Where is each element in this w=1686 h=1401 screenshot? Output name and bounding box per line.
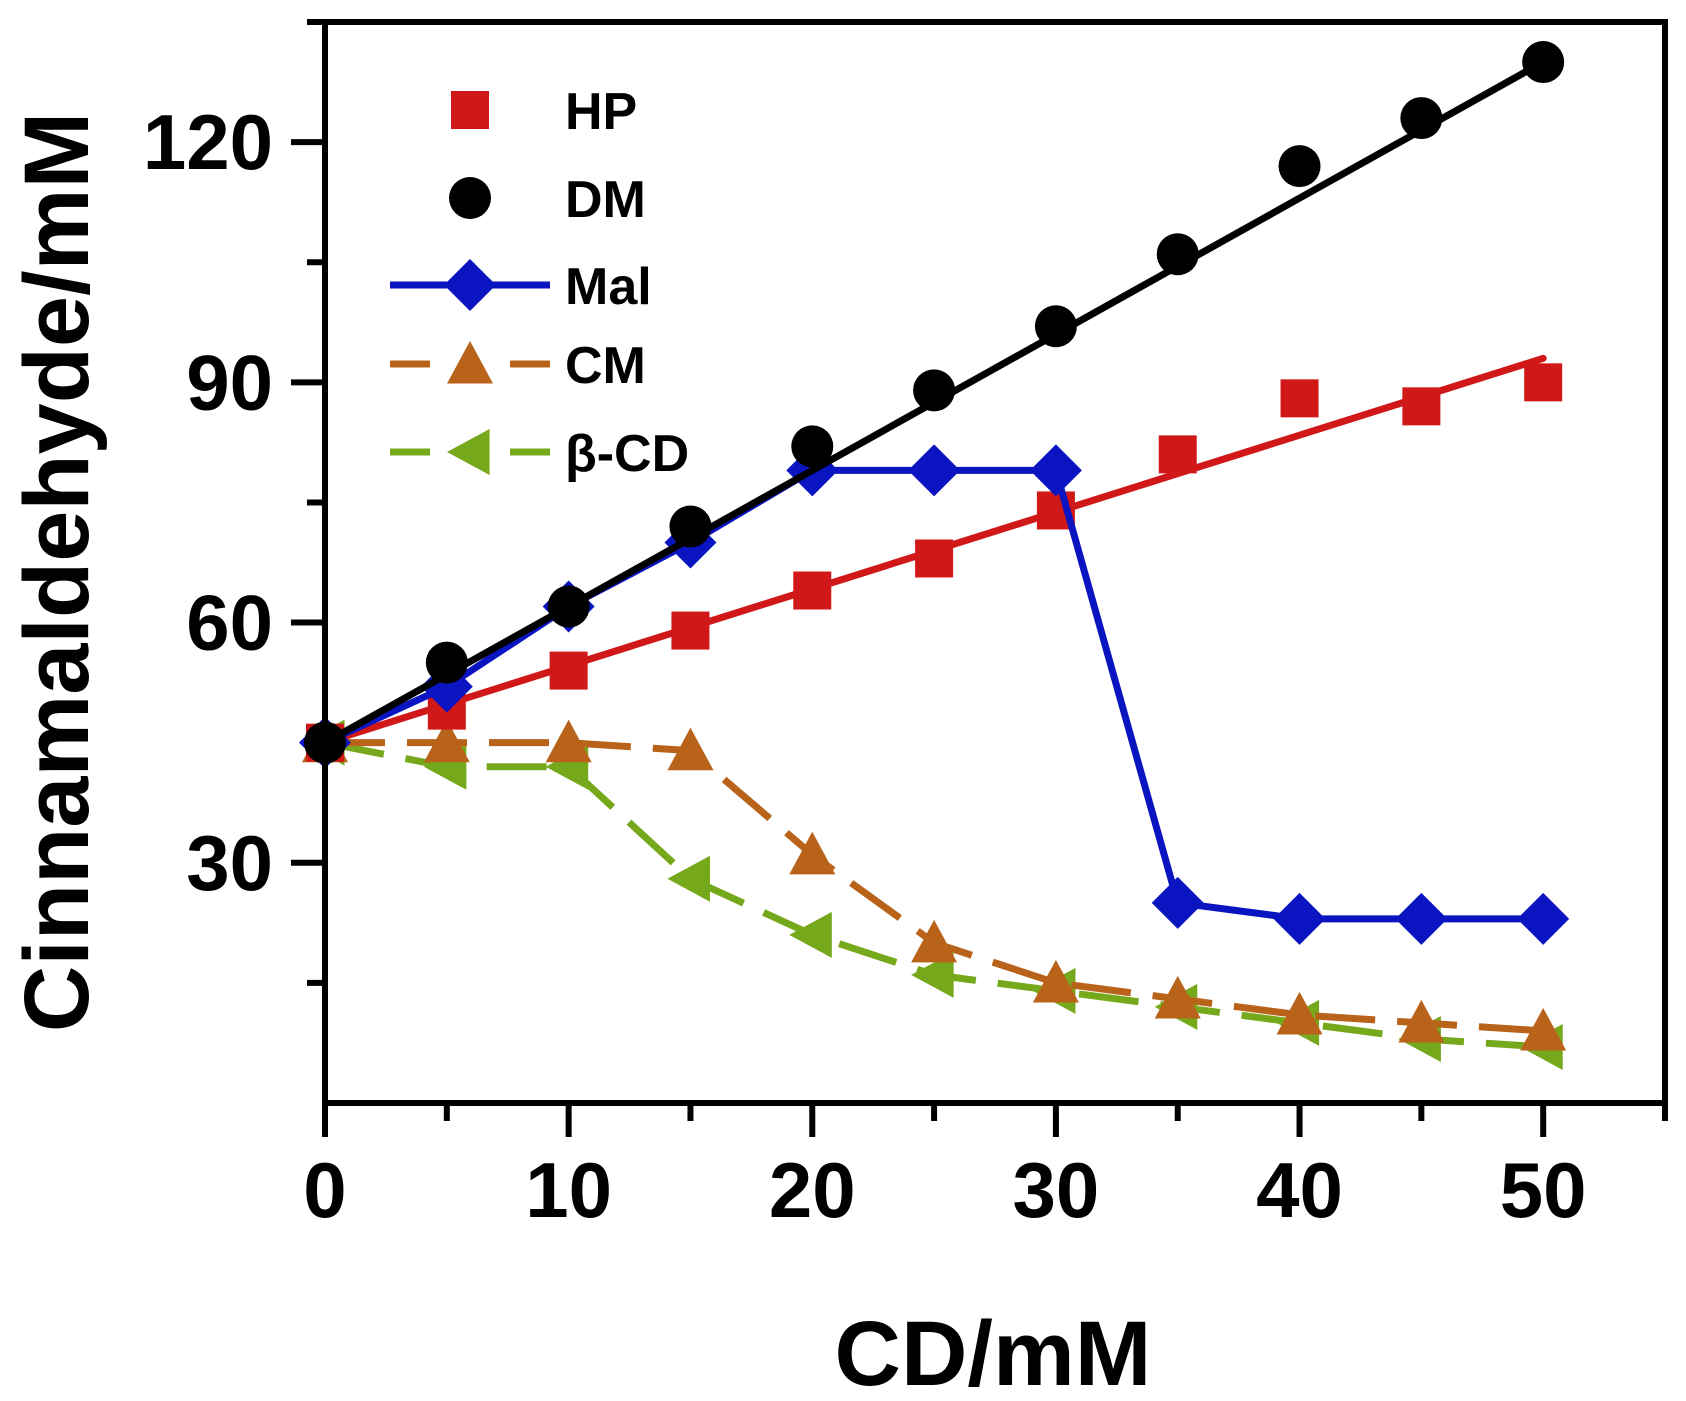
x-axis-title: CD/mM xyxy=(835,1303,1152,1401)
point-hp-50 xyxy=(1524,363,1563,402)
point-dm-50 xyxy=(1522,41,1565,84)
legend-marker-mal xyxy=(444,259,496,311)
x-tick-label-10: 10 xyxy=(525,1146,612,1234)
legend-item-hp: HP xyxy=(451,83,637,141)
legend-label-dm: DM xyxy=(565,171,646,229)
legend-item-cm: CM xyxy=(390,337,646,395)
legend-label-cd: β-CD xyxy=(565,425,689,483)
point-dm-20 xyxy=(791,425,834,468)
point-cm-50 xyxy=(1520,1007,1567,1051)
point-mal-35 xyxy=(1151,876,1204,929)
legend-item-cd: β-CD xyxy=(390,425,689,483)
point-dm-45 xyxy=(1400,97,1443,140)
series-dm xyxy=(304,41,1565,764)
legend-marker-cd xyxy=(447,429,490,475)
point-dm-35 xyxy=(1156,233,1199,276)
point-hp-15 xyxy=(671,611,710,650)
point-cd-25 xyxy=(911,951,954,998)
legend-label-mal: Mal xyxy=(565,258,652,316)
y-tick-label-30: 30 xyxy=(186,819,273,907)
point-cm-45 xyxy=(1398,999,1445,1043)
point-mal-25 xyxy=(908,444,961,497)
point-cm-10 xyxy=(545,719,592,763)
y-tick-label-90: 90 xyxy=(186,338,273,426)
point-cm-40 xyxy=(1276,991,1323,1035)
point-mal-45 xyxy=(1395,892,1448,945)
legend-item-dm: DM xyxy=(449,171,646,229)
point-hp-40 xyxy=(1280,379,1319,418)
point-hp-45 xyxy=(1402,387,1441,426)
point-mal-40 xyxy=(1273,892,1326,945)
point-cm-25 xyxy=(911,919,958,963)
point-dm-10 xyxy=(547,585,590,628)
point-dm-15 xyxy=(669,505,712,548)
point-cm-30 xyxy=(1032,959,1079,1003)
legend-marker-cm xyxy=(447,341,493,384)
point-cm-15 xyxy=(667,727,714,771)
legend-label-cm: CM xyxy=(565,337,646,395)
legend-marker-hp xyxy=(451,91,489,129)
x-tick-label-30: 30 xyxy=(1013,1146,1100,1234)
point-cd-15 xyxy=(667,855,711,902)
y-axis-title: Cinnamaldehyde/mM xyxy=(6,112,108,1032)
point-cm-5 xyxy=(423,719,470,763)
point-dm-30 xyxy=(1034,305,1077,348)
legend: HP DM Mal CM β-CD xyxy=(390,83,689,483)
y-tick-label-60: 60 xyxy=(186,579,273,667)
axes-layer: 0 10 20 30 40 50 30 60 90 120 xyxy=(143,19,1668,1234)
point-mal-50 xyxy=(1517,892,1570,945)
y-tick-label-120: 120 xyxy=(143,98,273,186)
point-dm-25 xyxy=(913,369,956,412)
legend-item-mal: Mal xyxy=(390,258,652,316)
point-dm-5 xyxy=(425,641,468,684)
point-cm-35 xyxy=(1154,975,1201,1019)
series-layer xyxy=(299,41,1570,1070)
point-cd-20 xyxy=(789,911,832,958)
plot-frame xyxy=(322,19,1668,1106)
x-tick-label-0: 0 xyxy=(303,1146,346,1234)
legend-label-hp: HP xyxy=(565,83,637,141)
x-tick-label-40: 40 xyxy=(1256,1146,1343,1234)
point-cm-20 xyxy=(789,831,836,875)
point-hp-20 xyxy=(793,571,832,610)
legend-marker-dm xyxy=(449,177,491,219)
point-hp-35 xyxy=(1158,435,1197,474)
point-mal-30 xyxy=(1029,444,1082,497)
point-hp-25 xyxy=(915,539,954,578)
x-tick-label-20: 20 xyxy=(769,1146,856,1234)
point-hp-10 xyxy=(549,651,588,690)
point-dm-40 xyxy=(1278,145,1321,188)
x-tick-label-50: 50 xyxy=(1500,1146,1587,1234)
